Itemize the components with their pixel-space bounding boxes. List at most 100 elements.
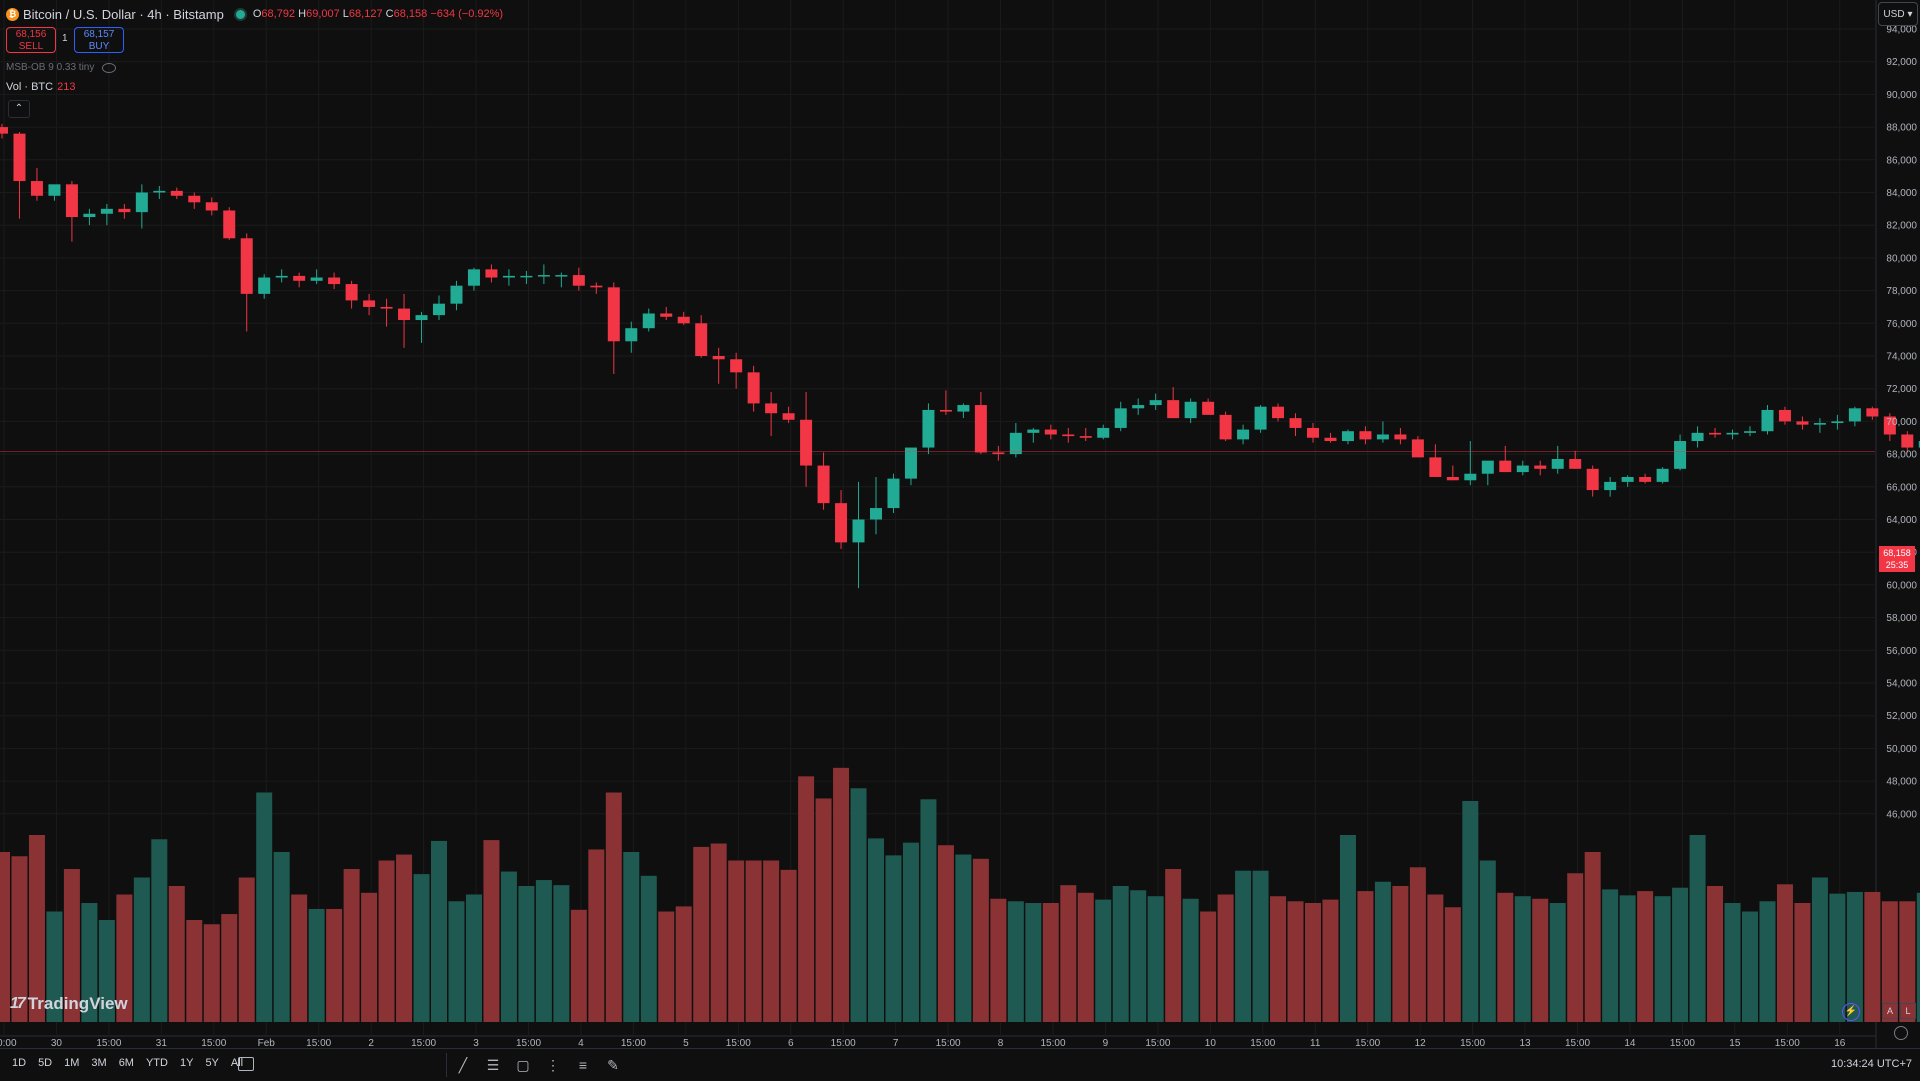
auto-scale-button[interactable]: A [1882,1003,1898,1019]
candle[interactable] [48,184,61,201]
candle[interactable] [223,207,236,240]
brush-icon[interactable]: ✎ [607,1056,619,1073]
candle[interactable] [275,269,288,283]
candle[interactable] [1848,406,1861,427]
candle[interactable] [992,445,1005,461]
candle[interactable] [1516,460,1529,476]
candle[interactable] [310,269,323,285]
candle[interactable] [1796,416,1809,430]
candle[interactable] [1901,431,1914,453]
candle[interactable] [13,132,26,219]
candle[interactable] [1202,398,1215,415]
candle[interactable] [1464,441,1477,486]
candle[interactable] [1446,465,1459,481]
candle[interactable] [747,365,760,412]
gear-icon[interactable] [1894,1026,1908,1040]
candle[interactable] [590,282,603,294]
candle[interactable] [642,308,655,332]
currency-selector[interactable]: USD ▾ [1878,2,1918,26]
candle[interactable] [1691,426,1704,448]
log-scale-button[interactable]: L [1900,1003,1916,1019]
candle[interactable] [100,203,113,226]
candle[interactable] [153,185,166,200]
indicator-legend[interactable]: MSB-OB 9 0.33 tiny [6,62,117,73]
range-1y[interactable]: 1Y [179,1057,194,1069]
candle[interactable] [1132,398,1145,415]
candle[interactable] [1289,413,1302,437]
candle[interactable] [188,192,201,209]
candle[interactable] [135,184,148,229]
candle[interactable] [520,270,533,285]
candle[interactable] [1376,421,1389,443]
range-all[interactable]: All [230,1057,244,1069]
candle[interactable] [1534,460,1547,476]
candle[interactable] [939,390,952,415]
candle[interactable] [1027,427,1040,443]
candle[interactable] [118,203,131,219]
candle[interactable] [1586,465,1599,497]
candle[interactable] [555,272,568,288]
candle[interactable] [1551,445,1564,474]
time-axis[interactable]: 00:00 30 15:00 31 15:00 Feb 15:00 2 15:00 3 15:00 4… [0,1038,1846,1048]
candle[interactable] [974,391,987,455]
candle[interactable] [870,476,882,535]
candle[interactable] [1272,403,1285,422]
candle[interactable] [730,352,743,389]
candle[interactable] [1184,398,1197,424]
candle[interactable] [83,208,96,226]
candle[interactable] [607,282,620,374]
candle[interactable] [1324,432,1337,443]
calendar-icon[interactable] [238,1057,254,1071]
candle[interactable] [1009,423,1022,458]
candle[interactable] [1639,473,1652,484]
candle[interactable] [712,347,725,384]
candle[interactable] [328,272,341,289]
candle[interactable] [30,167,43,201]
tradingview-logo[interactable]: 17 TradingView [10,994,128,1014]
candle[interactable] [1237,424,1250,445]
range-5d[interactable]: 5D [38,1057,53,1069]
candle[interactable] [817,452,830,510]
trend-line-icon[interactable]: ╱ [458,1056,468,1073]
horizontal-lines-icon[interactable]: ☰ [486,1056,500,1073]
candle[interactable] [695,315,708,358]
candle[interactable] [1167,387,1180,419]
candle[interactable] [625,321,638,353]
symbol-title[interactable]: Bitcoin / U.S. Dollar · 4h · Bitstamp [23,6,224,22]
range-1d[interactable]: 1D [12,1057,27,1069]
candle[interactable] [765,391,778,437]
candle[interactable] [1062,427,1075,443]
candle[interactable] [1813,418,1826,433]
candle[interactable] [1341,429,1354,445]
candle[interactable] [450,280,463,311]
lightning-icon[interactable]: ⚡ [1842,1003,1860,1021]
sell-button[interactable]: 68,156 SELL [6,27,56,53]
candle[interactable] [957,403,970,419]
candle[interactable] [433,295,445,321]
range-6m[interactable]: 6M [118,1057,134,1069]
candle[interactable] [1831,414,1844,430]
candle[interactable] [205,197,218,216]
candle[interactable] [1674,434,1687,471]
candle[interactable] [1481,460,1494,486]
candle[interactable] [1656,467,1669,484]
candle[interactable] [363,293,376,316]
candle[interactable] [1429,444,1442,477]
collapse-legend-button[interactable]: ⌃ [8,100,30,118]
candle[interactable] [258,274,271,299]
price-axis[interactable]: 94,000 92,000 90,000 88,000 86,000 84,000 82,0… [1886,25,1917,821]
candle[interactable] [1097,424,1110,440]
candle[interactable] [1219,411,1232,442]
symbol-legend[interactable]: ₿ Bitcoin / U.S. Dollar · 4h · Bitstamp … [6,5,503,23]
candle[interactable] [1499,445,1512,473]
candle[interactable] [1079,427,1092,442]
candle[interactable] [572,267,585,291]
candle[interactable] [1114,401,1127,432]
candle[interactable] [800,391,813,487]
candle[interactable] [65,181,78,242]
candle[interactable] [1569,450,1582,469]
candle[interactable] [1411,436,1424,458]
candle[interactable] [852,481,865,589]
candle[interactable] [1726,429,1739,440]
candle[interactable] [1394,427,1407,445]
